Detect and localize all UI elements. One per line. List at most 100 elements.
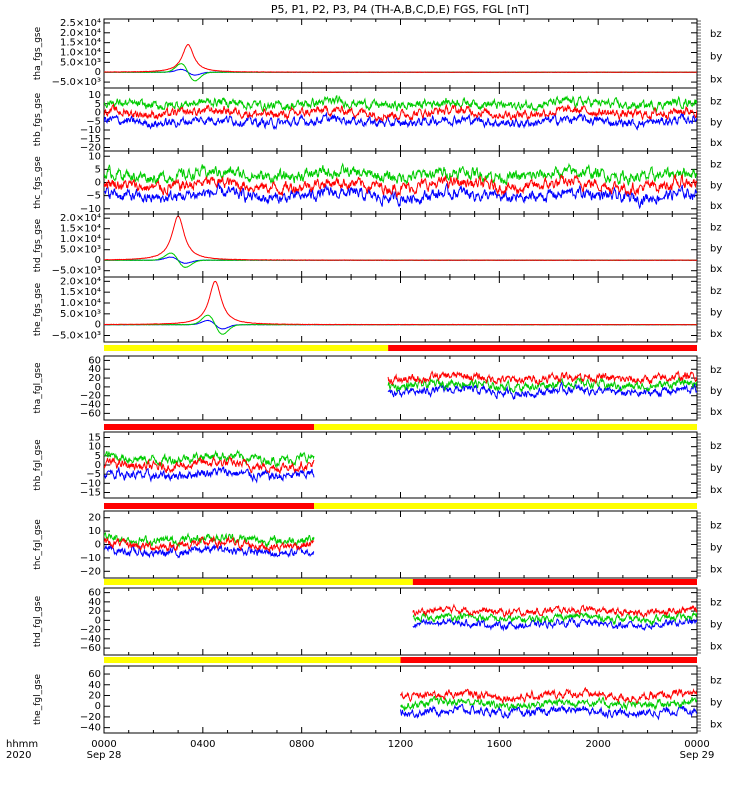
y-tick-label: 0 bbox=[95, 460, 101, 471]
y-tick-label: 1.5×10⁴ bbox=[60, 224, 101, 235]
y-axis-label: the_fgl_gse bbox=[33, 673, 43, 725]
y-tick-label: 60 bbox=[88, 355, 101, 366]
series-bz bbox=[104, 102, 697, 123]
status-bar-left bbox=[104, 345, 389, 351]
panel-frame bbox=[103, 587, 698, 656]
year-label: 2020 bbox=[6, 750, 31, 761]
data-series bbox=[104, 215, 697, 268]
panel-frame bbox=[103, 665, 698, 734]
status-bar-right bbox=[400, 657, 697, 663]
y-tick-label: −20 bbox=[80, 391, 101, 402]
legend-by: by bbox=[710, 543, 722, 554]
y-tick-label: −5 bbox=[86, 191, 101, 202]
status-bar-left bbox=[104, 424, 315, 430]
series-by bbox=[400, 695, 697, 712]
y-tick-label: −10 bbox=[80, 553, 101, 564]
data-series bbox=[387, 370, 697, 401]
legend-by: by bbox=[710, 463, 722, 474]
legend-bx: bx bbox=[710, 720, 722, 731]
y-tick-label: 5 bbox=[95, 164, 101, 175]
y-tick-label: 20 bbox=[88, 606, 101, 617]
y-axis-label: thc_fgl_gse bbox=[33, 519, 43, 570]
y-axis-label: thc_fgs_gse bbox=[33, 156, 43, 209]
x-tick-label: 1200 bbox=[388, 739, 413, 750]
series-bx bbox=[400, 703, 697, 721]
series-by bbox=[412, 609, 697, 627]
panel-tha_fgs_gse: 2.5×10⁴2.0×10⁴1.5×10⁴1.0×10⁴5.0×10³0−5.0… bbox=[33, 18, 722, 89]
y-tick-label: 60 bbox=[88, 669, 101, 680]
y-axis-label: thd_fgl_gse bbox=[33, 595, 43, 647]
series-by bbox=[104, 449, 315, 469]
legend-bx: bx bbox=[710, 329, 722, 340]
legend-by: by bbox=[710, 52, 722, 63]
series-by bbox=[387, 375, 697, 394]
legend-bz: bz bbox=[710, 365, 722, 376]
status-bar-right bbox=[314, 424, 697, 430]
legend-by: by bbox=[710, 243, 722, 254]
y-tick-label: 1.0×10⁴ bbox=[60, 48, 101, 59]
y-tick-label: 20 bbox=[88, 513, 101, 524]
x-tick-label: 0400 bbox=[190, 739, 215, 750]
series-by bbox=[104, 162, 697, 187]
y-tick-label: −5.0×10³ bbox=[52, 77, 101, 88]
x-tick-label: 0800 bbox=[289, 739, 314, 750]
data-series bbox=[400, 686, 697, 721]
series-bx bbox=[104, 181, 697, 210]
y-tick-label: −40 bbox=[80, 634, 101, 645]
y-tick-label: 0 bbox=[95, 540, 101, 551]
status-bar-left bbox=[104, 579, 413, 585]
panels: 2.5×10⁴2.0×10⁴1.5×10⁴1.0×10⁴5.0×10³0−5.0… bbox=[33, 18, 722, 734]
y-tick-label: 40 bbox=[88, 680, 101, 691]
y-tick-label: 15 bbox=[88, 433, 101, 444]
data-series bbox=[104, 43, 697, 82]
y-tick-label: −20 bbox=[80, 712, 101, 723]
legend-bx: bx bbox=[710, 485, 722, 496]
legend-bx: bx bbox=[710, 264, 722, 275]
panel-thc_fgl_gse: 20 10 0 −10 −20 thc_fgl_gse bz by bx bbox=[33, 503, 722, 579]
y-axis-label: thb_fgs_gse bbox=[33, 92, 43, 146]
y-tick-label: 40 bbox=[88, 597, 101, 608]
status-bar-right bbox=[314, 503, 697, 509]
legend-by: by bbox=[710, 117, 722, 128]
panel-frame bbox=[103, 213, 698, 278]
y-tick-label: 20 bbox=[88, 690, 101, 701]
y-tick-label: −40 bbox=[80, 400, 101, 411]
series-bx bbox=[412, 616, 697, 632]
panel-frame bbox=[103, 276, 698, 343]
series-bz bbox=[104, 173, 697, 199]
panel-thc_fgs_gse: 10 5 0 −5 −10 thc_fgs_gse bz by bx bbox=[33, 150, 722, 215]
y-tick-label: −5.0×10³ bbox=[52, 331, 101, 342]
y-tick-label: 5.0×10³ bbox=[60, 245, 101, 256]
legend-bz: bz bbox=[710, 675, 722, 686]
data-series bbox=[412, 603, 697, 632]
y-tick-label: 0 bbox=[95, 615, 101, 626]
data-series bbox=[104, 94, 697, 131]
y-tick-label: 5.0×10³ bbox=[60, 57, 101, 68]
y-tick-label: 10 bbox=[88, 526, 101, 537]
data-series bbox=[104, 449, 315, 484]
legend-bz: bz bbox=[710, 97, 722, 108]
series-bz bbox=[104, 43, 697, 74]
y-tick-label: 1.0×10⁴ bbox=[60, 298, 101, 309]
y-tick-label: 10 bbox=[88, 442, 101, 453]
legend-by: by bbox=[710, 620, 722, 631]
y-tick-label: −15 bbox=[80, 488, 101, 499]
y-tick-label: 0 bbox=[95, 255, 101, 266]
y-tick-label: 0 bbox=[95, 67, 101, 78]
series-bx bbox=[104, 111, 697, 131]
series-bx bbox=[104, 466, 315, 484]
series-bz bbox=[400, 686, 697, 705]
y-tick-label: 40 bbox=[88, 364, 101, 375]
series-by bbox=[104, 531, 315, 549]
y-tick-label: 5.0×10³ bbox=[60, 309, 101, 320]
series-bz bbox=[104, 280, 697, 326]
legend-bx: bx bbox=[710, 642, 722, 653]
legend-bx: bx bbox=[710, 74, 722, 85]
y-axis-label: thd_fgs_gse bbox=[33, 218, 43, 272]
y-tick-label: 0 bbox=[95, 701, 101, 712]
legend-by: by bbox=[710, 698, 722, 709]
